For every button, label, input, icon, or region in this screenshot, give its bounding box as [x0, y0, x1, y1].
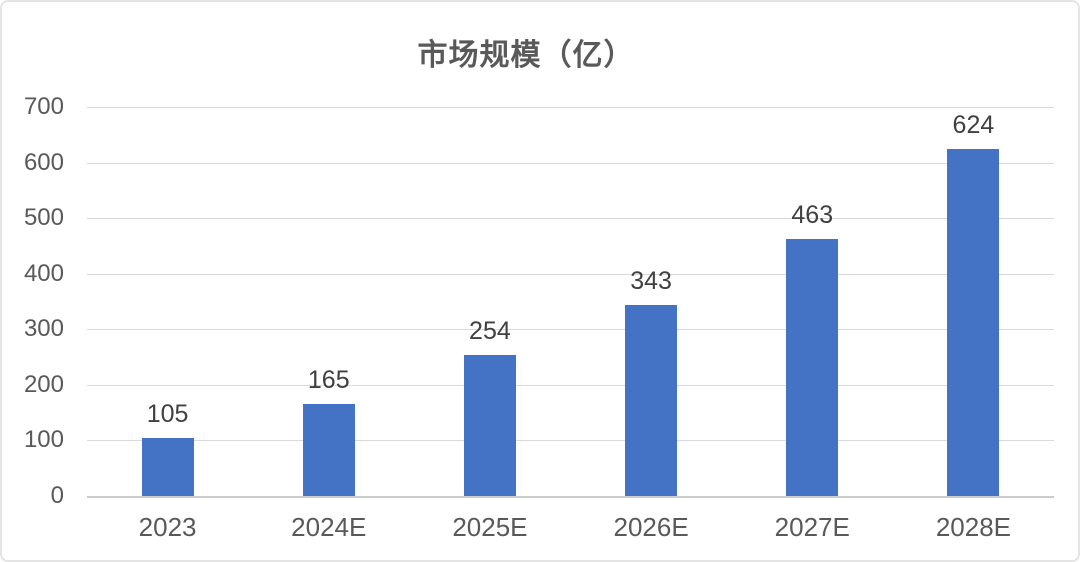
gridline — [87, 273, 1054, 275]
bar-value-label: 624 — [952, 111, 995, 140]
plot-area: 0 100 200 300 400 500 600 700 105 2023 165 2024E 254… — [24, 93, 1054, 542]
bar-value-label: 165 — [307, 366, 350, 395]
bar-2026E — [625, 305, 678, 496]
y-axis-tick-label: 100 — [23, 426, 64, 454]
gridline — [87, 329, 1054, 331]
y-axis-tick-label: 700 — [23, 93, 64, 120]
x-axis-tick-label: 2024E — [291, 512, 367, 542]
bar-2027E — [786, 238, 839, 496]
bar-2023 — [141, 437, 194, 496]
gridline — [87, 107, 1054, 108]
y-axis-tick-label: 600 — [23, 148, 64, 176]
chart-title: 市场规模（亿） — [417, 39, 635, 72]
bar-value-label: 105 — [146, 399, 189, 428]
x-axis-tick-label: 2025E — [452, 512, 528, 542]
gridline — [87, 384, 1054, 386]
bar-value-label: 343 — [630, 267, 672, 296]
bar-2024E — [302, 404, 355, 496]
bar-value-label: 254 — [469, 316, 511, 345]
x-axis-tick-label: 2027E — [774, 512, 850, 542]
gridline — [87, 440, 1054, 442]
gridline — [87, 218, 1054, 220]
y-axis-tick-label: 300 — [23, 315, 64, 343]
x-axis-tick-label: 2023 — [138, 512, 197, 542]
y-axis-tick-label: 400 — [23, 259, 64, 287]
gridline — [87, 162, 1054, 164]
bar-2025E — [463, 354, 516, 496]
x-axis-tick-label: 2028E — [935, 512, 1011, 542]
bar-value-label: 463 — [791, 200, 834, 229]
bar-2028E — [947, 149, 1000, 496]
y-axis-tick-label: 500 — [23, 204, 64, 232]
y-axis-tick-label: 200 — [23, 370, 64, 398]
x-axis-tick-label: 2026E — [613, 512, 689, 542]
y-axis-tick-label: 0 — [50, 482, 64, 509]
